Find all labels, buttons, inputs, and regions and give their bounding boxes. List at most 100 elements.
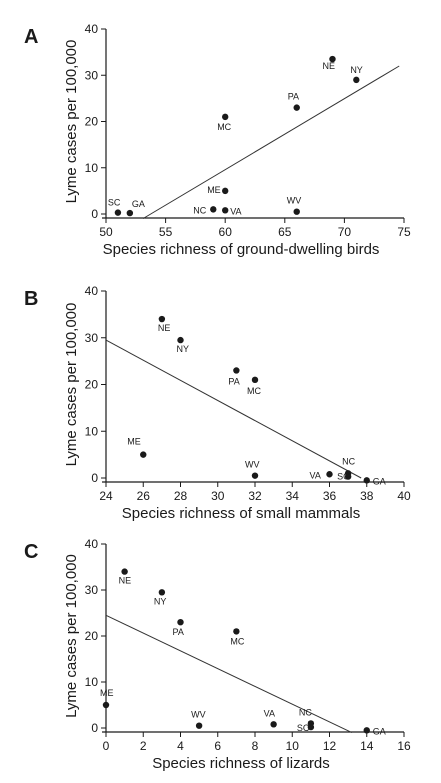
- data-label-ne: NE: [158, 323, 171, 333]
- y-axis-title: Lyme cases per 100,000: [63, 40, 80, 204]
- data-label-ga: GA: [373, 476, 386, 486]
- regression-line: [142, 65, 400, 220]
- panel-letter: B: [24, 288, 38, 310]
- x-tick-label: 34: [286, 489, 300, 503]
- data-point-ga: [363, 727, 370, 734]
- data-point-wv: [251, 472, 259, 479]
- y-tick-label: 0: [91, 721, 98, 735]
- y-tick-label: 10: [85, 424, 99, 438]
- panel-letter: C: [24, 541, 38, 563]
- data-point-mc: [233, 628, 240, 635]
- data-label-va: VA: [310, 470, 321, 480]
- data-point-ny: [158, 589, 166, 596]
- panel-letter: A: [24, 26, 38, 48]
- x-tick-label: 26: [137, 489, 151, 503]
- x-tick-label: 38: [360, 489, 374, 503]
- data-label-wv: WV: [287, 196, 302, 206]
- data-point-sc: [114, 209, 122, 216]
- x-tick-label: 10: [286, 739, 300, 753]
- data-point-sc: [307, 723, 315, 731]
- x-tick-label: 6: [214, 739, 221, 753]
- data-label-ga: GA: [373, 726, 386, 736]
- regression-line: [105, 614, 353, 734]
- x-tick-label: 70: [338, 225, 352, 239]
- data-label-ga: GA: [132, 199, 145, 209]
- x-tick-label: 14: [360, 739, 374, 753]
- data-point-me: [222, 187, 229, 195]
- data-point-me: [102, 701, 110, 709]
- data-label-wv: WV: [245, 460, 260, 470]
- x-tick-label: 12: [323, 739, 337, 753]
- x-axis-title: Species richness of small mammals: [122, 505, 360, 522]
- data-point-ne: [121, 568, 128, 575]
- x-tick-label: 4: [177, 739, 184, 753]
- data-point-va: [270, 721, 277, 728]
- data-label-pa: PA: [228, 376, 239, 386]
- data-point-ga: [363, 477, 370, 484]
- y-tick-label: 0: [91, 471, 98, 485]
- data-label-ne: NE: [119, 576, 132, 586]
- data-label-mc: MC: [247, 386, 261, 396]
- data-point-ne: [329, 55, 336, 63]
- x-tick-label: 75: [397, 225, 411, 239]
- y-tick-label: 10: [85, 161, 99, 175]
- y-tick-label: 20: [85, 115, 99, 129]
- x-tick-label: 50: [99, 225, 113, 239]
- data-label-ne: NE: [322, 61, 335, 71]
- data-point-mc: [251, 376, 259, 384]
- y-tick-label: 40: [85, 537, 99, 551]
- data-point-ny: [353, 76, 360, 84]
- data-label-va: VA: [230, 206, 241, 216]
- data-label-nc: NC: [342, 456, 355, 466]
- data-point-me: [140, 451, 147, 458]
- data-label-mc: MC: [230, 636, 244, 646]
- data-label-me: ME: [207, 185, 221, 195]
- data-label-ny: NY: [350, 65, 363, 75]
- x-tick-label: 65: [278, 225, 292, 239]
- y-tick-label: 30: [85, 331, 99, 345]
- data-label-nc: NC: [193, 205, 206, 215]
- data-point-pa: [233, 367, 240, 374]
- x-tick-label: 40: [397, 489, 411, 503]
- data-label-sc: SC: [337, 472, 350, 482]
- x-tick-label: 0: [103, 739, 110, 753]
- y-tick-label: 30: [85, 583, 99, 597]
- data-point-ga: [126, 209, 134, 217]
- data-label-va: VA: [264, 708, 275, 718]
- y-tick-label: 10: [85, 675, 99, 689]
- x-tick-label: 36: [323, 489, 337, 503]
- y-tick-label: 0: [91, 207, 98, 221]
- y-tick-label: 20: [85, 629, 99, 643]
- x-axis-title: Species richness of ground-dwelling bird…: [103, 241, 380, 258]
- data-label-pa: PA: [288, 92, 299, 102]
- x-axis-title: Species richness of lizards: [152, 755, 330, 772]
- data-point-pa: [177, 619, 184, 626]
- data-label-me: ME: [100, 688, 114, 698]
- data-label-mc: MC: [217, 122, 231, 132]
- x-tick-label: 28: [174, 489, 188, 503]
- y-tick-label: 40: [85, 284, 99, 298]
- data-point-ne: [158, 315, 166, 323]
- data-point-wv: [195, 722, 203, 729]
- data-point-pa: [293, 104, 300, 111]
- x-tick-label: 32: [248, 489, 262, 503]
- data-point-wv: [293, 208, 300, 215]
- x-tick-label: 24: [99, 489, 113, 503]
- data-label-wv: WV: [191, 710, 206, 720]
- y-tick-label: 40: [85, 22, 99, 36]
- data-label-sc: SC: [297, 723, 310, 733]
- data-label-ny: NY: [177, 344, 190, 354]
- y-axis-title: Lyme cases per 100,000: [63, 554, 80, 718]
- data-point-ny: [177, 336, 184, 344]
- data-label-ny: NY: [154, 596, 167, 606]
- x-tick-label: 2: [140, 739, 147, 753]
- x-tick-label: 55: [159, 225, 173, 239]
- y-tick-label: 30: [85, 68, 99, 82]
- x-tick-label: 30: [211, 489, 225, 503]
- x-tick-label: 8: [252, 739, 259, 753]
- panel-b: B 0 10 20 30 40 24 26 28 30 32 34 36 38 40 Species rich…: [24, 284, 411, 522]
- regression-line: [105, 339, 362, 479]
- panel-c: C 0 10 20 30 40 0 2 4 6 8 10 12 14 16 Species richness …: [24, 537, 411, 772]
- y-axis-title: Lyme cases per 100,000: [63, 303, 80, 467]
